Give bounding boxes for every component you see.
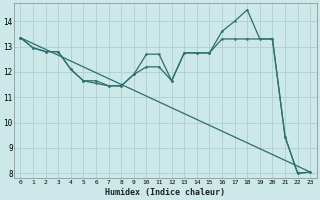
X-axis label: Humidex (Indice chaleur): Humidex (Indice chaleur) <box>105 188 225 197</box>
